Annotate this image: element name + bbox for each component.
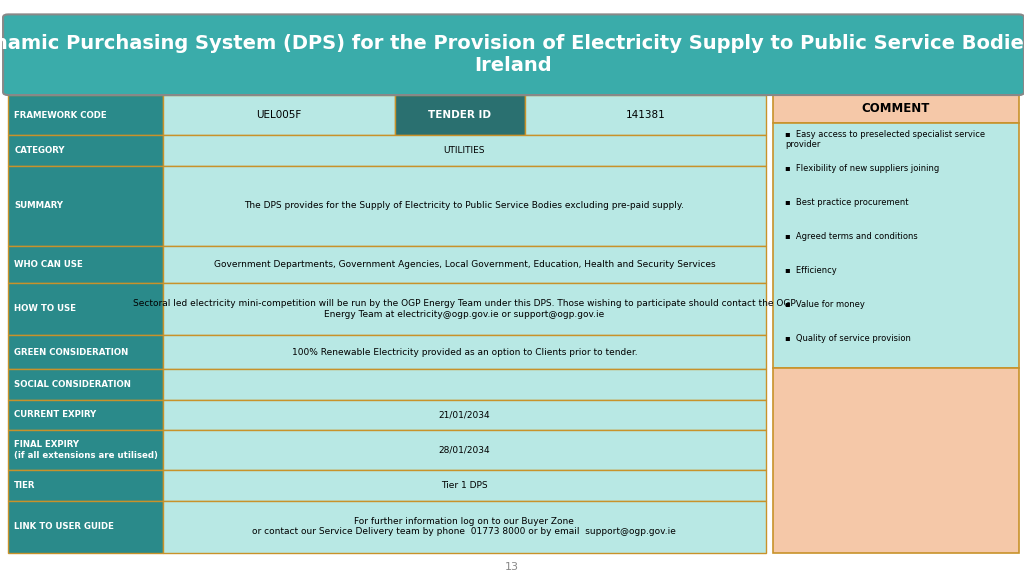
Bar [163,135,766,166]
Bar [773,123,1019,367]
Text: ▪  Value for money: ▪ Value for money [785,300,865,309]
Text: Government Departments, Government Agencies, Local Government, Education, Health: Government Departments, Government Agenc… [214,260,715,269]
Text: TENDER ID: TENDER ID [428,110,492,120]
Text: ▪  Quality of service provision: ▪ Quality of service provision [785,334,911,343]
Text: 21/01/2034: 21/01/2034 [438,410,490,419]
Bar [8,335,163,369]
Text: TIER: TIER [14,481,36,490]
Text: ▪  Efficiency: ▪ Efficiency [785,266,838,275]
Text: UTILITIES: UTILITIES [443,146,485,155]
Bar [163,283,766,335]
Bar [8,166,163,247]
Bar [395,95,524,135]
Text: 28/01/2034: 28/01/2034 [438,446,490,454]
Bar [163,369,766,400]
Text: CATEGORY: CATEGORY [14,146,65,155]
Text: FINAL EXPIRY
(if all extensions are utilised): FINAL EXPIRY (if all extensions are util… [14,441,159,460]
Text: Sectoral led electricity mini-competition will be run by the OGP Energy Team und: Sectoral led electricity mini-competitio… [133,299,796,319]
Bar [163,166,766,247]
Text: 100% Renewable Electricity provided as an option to Clients prior to tender.: 100% Renewable Electricity provided as a… [292,348,637,357]
Bar [163,470,766,501]
Bar [8,430,163,470]
Text: WHO CAN USE: WHO CAN USE [14,260,83,269]
Bar [163,501,766,553]
Bar [8,95,163,135]
Text: 13: 13 [505,562,519,573]
Bar [8,501,163,553]
Text: For further information log on to our Buyer Zone
or contact our Service Delivery: For further information log on to our Bu… [253,517,676,536]
Bar [8,135,163,166]
Bar [163,335,766,369]
Bar [8,400,163,430]
Text: UEL005F: UEL005F [256,110,301,120]
Text: ▪  Best practice procurement: ▪ Best practice procurement [785,198,909,207]
Text: CURRENT EXPIRY: CURRENT EXPIRY [14,410,96,419]
Bar [163,430,766,470]
Text: ▪  Flexibility of new suppliers joining: ▪ Flexibility of new suppliers joining [785,164,940,173]
Text: ▪  Easy access to preselected specialist service
provider: ▪ Easy access to preselected specialist … [785,130,985,149]
Text: FRAMEWORK CODE: FRAMEWORK CODE [14,111,106,120]
Text: GREEN CONSIDERATION: GREEN CONSIDERATION [14,348,129,357]
Bar [163,400,766,430]
Bar [524,95,766,135]
Text: 141381: 141381 [626,110,666,120]
FancyBboxPatch shape [3,14,1024,95]
Bar [8,283,163,335]
Text: The DPS provides for the Supply of Electricity to Public Service Bodies excludin: The DPS provides for the Supply of Elect… [245,202,684,210]
Text: Dynamic Purchasing System (DPS) for the Provision of Electricity Supply to Publi: Dynamic Purchasing System (DPS) for the … [0,34,1024,75]
Text: SOCIAL CONSIDERATION: SOCIAL CONSIDERATION [14,380,131,389]
Bar [8,470,163,501]
Text: Tier 1 DPS: Tier 1 DPS [441,481,487,490]
Bar [773,95,1019,123]
Bar [8,369,163,400]
Bar [163,95,395,135]
Text: COMMENT: COMMENT [862,103,930,115]
Text: LINK TO USER GUIDE: LINK TO USER GUIDE [14,522,115,531]
Text: HOW TO USE: HOW TO USE [14,304,77,313]
Bar [773,367,1019,553]
Bar [8,247,163,283]
Text: SUMMARY: SUMMARY [14,202,63,210]
Bar [163,247,766,283]
Text: ▪  Agreed terms and conditions: ▪ Agreed terms and conditions [785,232,919,241]
